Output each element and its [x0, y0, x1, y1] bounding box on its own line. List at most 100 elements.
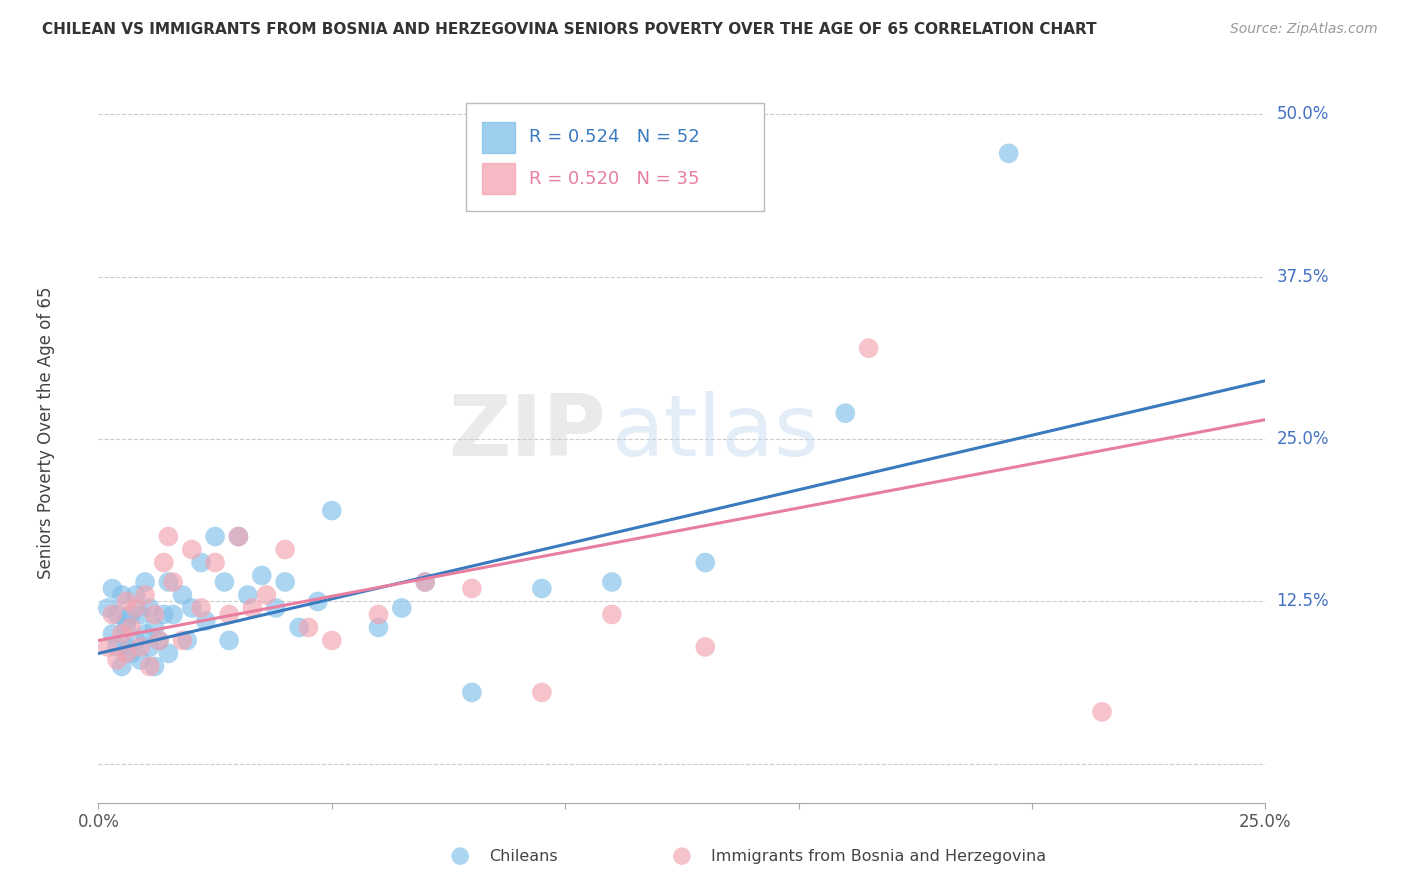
Point: [97, 640, 120, 654]
Point: [218, 633, 240, 648]
Point: [190, 601, 212, 615]
Point: [297, 620, 319, 634]
Point: [129, 640, 152, 654]
Point: [139, 659, 162, 673]
Point: [321, 633, 343, 648]
Point: [101, 627, 124, 641]
Text: ZIP: ZIP: [449, 391, 606, 475]
Point: [256, 588, 278, 602]
Point: [143, 659, 166, 673]
Point: [120, 607, 142, 622]
Point: [134, 627, 156, 641]
Point: [228, 529, 250, 543]
Point: [228, 529, 250, 543]
Text: R = 0.524   N = 52: R = 0.524 N = 52: [529, 128, 700, 146]
Point: [105, 640, 128, 654]
Point: [218, 607, 240, 622]
Point: [125, 588, 148, 602]
Point: [134, 588, 156, 602]
Point: [530, 582, 553, 596]
Point: [105, 607, 128, 622]
Point: [307, 594, 329, 608]
Point: [461, 685, 484, 699]
Point: [274, 574, 297, 589]
Point: [1091, 705, 1114, 719]
Point: [530, 685, 553, 699]
Bar: [482, 163, 515, 194]
Text: Source: ZipAtlas.com: Source: ZipAtlas.com: [1230, 22, 1378, 37]
Bar: [482, 121, 515, 153]
Point: [105, 653, 128, 667]
Point: [129, 607, 152, 622]
Point: [134, 574, 156, 589]
Text: 50.0%: 50.0%: [1277, 105, 1329, 123]
Point: [111, 659, 134, 673]
Text: atlas: atlas: [612, 391, 820, 475]
Point: [264, 601, 287, 615]
Point: [190, 556, 212, 570]
Point: [125, 601, 148, 615]
Point: [101, 582, 124, 596]
Point: [204, 529, 226, 543]
Point: [997, 146, 1019, 161]
Text: 25.0%: 25.0%: [1277, 430, 1329, 448]
Point: [321, 503, 343, 517]
Point: [180, 601, 202, 615]
Point: [194, 614, 217, 628]
FancyBboxPatch shape: [465, 103, 763, 211]
Text: CHILEAN VS IMMIGRANTS FROM BOSNIA AND HERZEGOVINA SENIORS POVERTY OVER THE AGE O: CHILEAN VS IMMIGRANTS FROM BOSNIA AND HE…: [42, 22, 1097, 37]
Point: [695, 640, 717, 654]
Point: [214, 574, 236, 589]
Point: [600, 607, 623, 622]
Point: [129, 653, 152, 667]
Point: [172, 588, 194, 602]
Point: [143, 607, 166, 622]
Point: [111, 627, 134, 641]
Point: [115, 614, 138, 628]
Point: [695, 556, 717, 570]
Point: [172, 633, 194, 648]
Point: [236, 588, 259, 602]
Point: [413, 574, 436, 589]
Text: Seniors Poverty Over the Age of 65: Seniors Poverty Over the Age of 65: [37, 286, 55, 579]
Text: 37.5%: 37.5%: [1277, 268, 1329, 285]
Point: [162, 607, 184, 622]
Point: [834, 406, 856, 420]
Text: Chileans: Chileans: [489, 848, 558, 863]
Point: [115, 647, 138, 661]
Text: Immigrants from Bosnia and Herzegovina: Immigrants from Bosnia and Herzegovina: [711, 848, 1046, 863]
Point: [176, 633, 198, 648]
Point: [367, 620, 389, 634]
Point: [391, 601, 413, 615]
Point: [250, 568, 273, 582]
Point: [139, 640, 162, 654]
Point: [115, 594, 138, 608]
Point: [120, 647, 142, 661]
Point: [367, 607, 389, 622]
Point: [97, 601, 120, 615]
Point: [157, 574, 180, 589]
Point: [600, 574, 623, 589]
Point: [139, 601, 162, 615]
Text: 12.5%: 12.5%: [1277, 592, 1329, 610]
Point: [152, 556, 174, 570]
Point: [101, 607, 124, 622]
Point: [152, 607, 174, 622]
Point: [143, 620, 166, 634]
Point: [111, 588, 134, 602]
Point: [148, 633, 170, 648]
Point: [157, 647, 180, 661]
Point: [157, 529, 180, 543]
Point: [413, 574, 436, 589]
Point: [242, 601, 264, 615]
Point: [461, 582, 484, 596]
Point: [288, 620, 311, 634]
Point: [180, 542, 202, 557]
Point: [858, 341, 880, 355]
Point: [115, 640, 138, 654]
Point: [120, 620, 142, 634]
Point: [162, 574, 184, 589]
Point: [148, 633, 170, 648]
Text: R = 0.520   N = 35: R = 0.520 N = 35: [529, 169, 700, 187]
Point: [115, 620, 138, 634]
